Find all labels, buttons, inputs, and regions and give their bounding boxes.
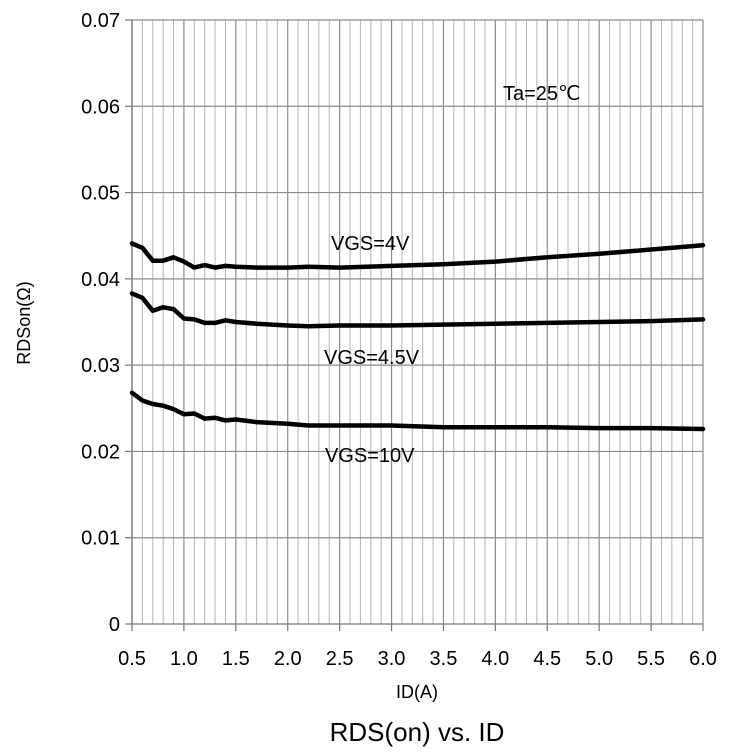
x-tick-labels: 0.5 1.0 1.5 2.0 2.5 3.0 3.5 4.0 4.5 5.0 5.5 6.0 [118, 648, 717, 670]
y-axis-label: RDSon(Ω) [14, 281, 34, 364]
series-line-vgs-10v [129, 390, 706, 432]
series-line-vgs-4-5v [129, 291, 706, 329]
x-tick-label: 4.5 [533, 648, 561, 670]
x-tick-label: 1.0 [170, 648, 198, 670]
x-axis-label: ID(A) [396, 682, 438, 702]
annotation-vgs-4-5v: VGS=4.5V [324, 347, 420, 369]
y-tick-label: 0.04 [81, 269, 120, 291]
x-tick-label: 3.0 [378, 648, 406, 670]
y-tick-label: 0.02 [81, 441, 120, 463]
y-tick-label: 0.01 [81, 528, 120, 550]
x-tick-label: 2.5 [326, 648, 354, 670]
x-tick-label: 0.5 [118, 648, 146, 670]
x-tick-label: 2.0 [274, 648, 302, 670]
axes [125, 19, 704, 631]
x-tick-label: 1.5 [222, 648, 250, 670]
y-tick-label: 0 [109, 614, 120, 636]
x-tick-label: 4.0 [481, 648, 509, 670]
series-line-vgs-4v [129, 241, 706, 270]
series-lines [129, 241, 706, 432]
annotation-vgs-10v: VGS=10V [325, 445, 415, 467]
y-tick-label: 0.05 [81, 183, 120, 205]
y-tick-label: 0.07 [81, 10, 120, 32]
y-tick-labels: 0 0.01 0.02 0.03 0.04 0.05 0.06 0.07 [81, 10, 120, 636]
annotation-temperature: Ta=25℃ [503, 83, 581, 105]
x-tick-label: 5.0 [585, 648, 613, 670]
x-tick-label: 5.5 [637, 648, 665, 670]
annotation-vgs-4v: VGS=4V [331, 233, 410, 255]
y-tick-label: 0.06 [81, 96, 120, 118]
x-tick-label: 3.5 [430, 648, 458, 670]
x-tick-label: 6.0 [689, 648, 717, 670]
chart-title: RDS(on) vs. ID [330, 717, 505, 747]
y-tick-label: 0.03 [81, 355, 120, 377]
